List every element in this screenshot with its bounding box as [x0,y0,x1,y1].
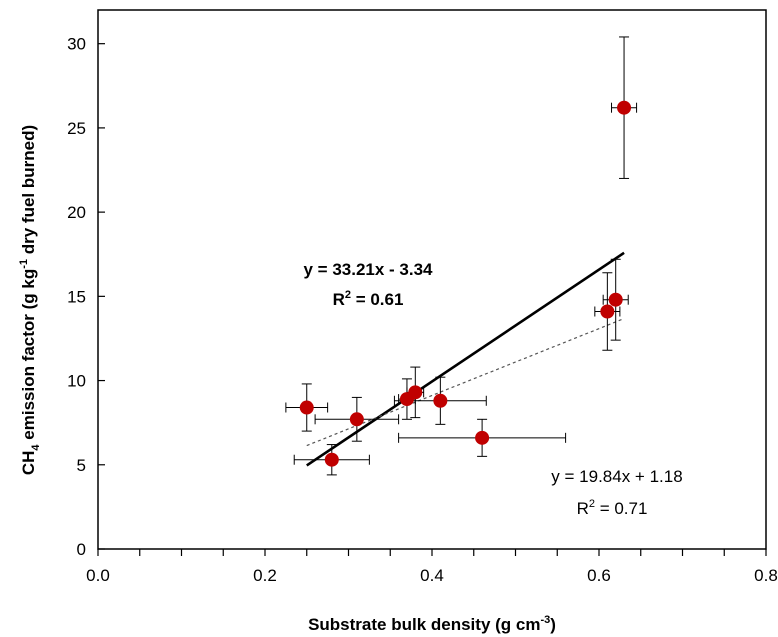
y-tick-label: 25 [67,119,86,138]
data-point [600,304,615,319]
fit-line-solid [306,251,625,467]
x-tick-label: 0.4 [420,566,444,585]
data-point [408,385,423,400]
data-point [608,292,623,307]
y-tick-label: 0 [77,540,86,559]
y-tick-label: 15 [67,287,86,306]
y-axis-title: CH4 emission factor (g kg-1 dry fuel bur… [18,125,42,475]
x-tick-label: 0.2 [253,566,277,585]
x-tick-label: 0.8 [754,566,778,585]
fit-equation-solid: y = 33.21x - 3.34 [303,260,433,279]
y-tick-label: 30 [67,35,86,54]
data-point [299,400,314,415]
chart-marks: 0 5 10 15 20 25 30 0.0 0.2 0.4 0.6 0.8 [67,9,778,585]
data-point [475,430,490,445]
data-point [617,100,632,115]
fit-r2-solid: R2 = 0.61 [333,289,404,309]
x-tick-label: 0.6 [587,566,611,585]
y-tick-label: 20 [67,203,86,222]
y-tick-label: 5 [77,456,86,475]
data-point [349,412,364,427]
fit-r2-dashed: R2 = 0.71 [577,498,648,518]
fit-equation-dashed: y = 19.84x + 1.18 [551,467,682,486]
y-tick-label: 10 [67,372,86,391]
data-point [433,393,448,408]
data-point [324,452,339,467]
fit-line-dashed [306,318,625,447]
x-tick-label: 0.0 [86,566,110,585]
x-axis-title: Substrate bulk density (g cm-3) [308,614,556,634]
